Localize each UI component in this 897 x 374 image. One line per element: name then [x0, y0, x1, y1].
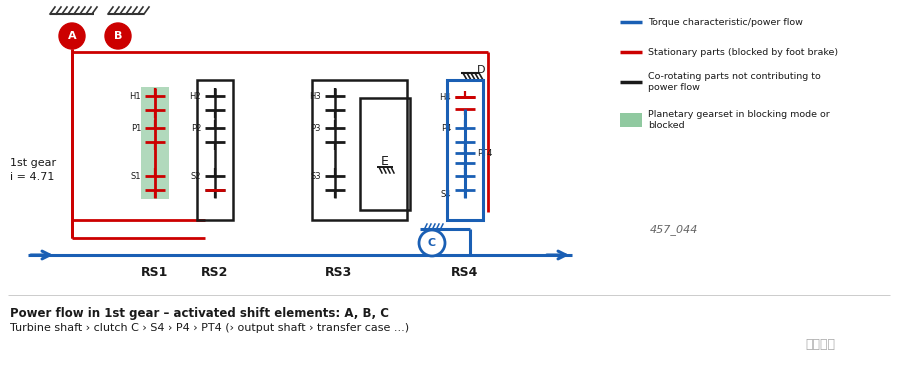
Text: PT4: PT4 — [477, 148, 492, 157]
Text: H1: H1 — [129, 92, 141, 101]
Text: RS3: RS3 — [325, 267, 352, 279]
Text: RS2: RS2 — [201, 267, 229, 279]
Text: 457_044: 457_044 — [650, 224, 699, 236]
Text: H2: H2 — [189, 92, 201, 101]
Text: P1: P1 — [131, 123, 141, 132]
Circle shape — [419, 230, 445, 256]
Text: S3: S3 — [310, 172, 321, 181]
Text: P2: P2 — [191, 123, 201, 132]
Text: Power flow in 1st gear – activated shift elements: A, B, C: Power flow in 1st gear – activated shift… — [10, 307, 389, 319]
Text: P3: P3 — [310, 123, 321, 132]
Bar — [360, 98, 410, 210]
Text: Torque characteristic/power flow: Torque characteristic/power flow — [648, 18, 803, 27]
Text: RS4: RS4 — [451, 267, 479, 279]
Text: D: D — [477, 65, 485, 75]
Text: S2: S2 — [190, 172, 201, 181]
Text: Stationary parts (blocked by foot brake): Stationary parts (blocked by foot brake) — [648, 47, 838, 56]
Bar — [620, 113, 642, 127]
Text: Co-rotating parts not contributing to
power flow: Co-rotating parts not contributing to po… — [648, 71, 821, 92]
Bar — [197, 80, 233, 220]
Circle shape — [105, 23, 131, 49]
Bar — [447, 80, 483, 220]
Text: E: E — [381, 155, 389, 168]
Text: P4: P4 — [440, 123, 451, 132]
Text: S4: S4 — [440, 190, 451, 199]
Text: H4: H4 — [440, 92, 451, 101]
Text: A: A — [67, 31, 76, 41]
Text: RS1: RS1 — [142, 267, 169, 279]
Bar — [312, 80, 407, 220]
Text: C: C — [428, 238, 436, 248]
Text: Turbine shaft › clutch C › S4 › P4 › PT4 (› output shaft › transfer case ...): Turbine shaft › clutch C › S4 › P4 › PT4… — [10, 323, 409, 333]
Text: Planetary gearset in blocking mode or
blocked: Planetary gearset in blocking mode or bl… — [648, 110, 830, 131]
Text: 1st gear
i = 4.71: 1st gear i = 4.71 — [10, 158, 57, 182]
Text: 辣笔小星: 辣笔小星 — [805, 338, 835, 352]
Circle shape — [59, 23, 85, 49]
Text: S1: S1 — [130, 172, 141, 181]
Text: B: B — [114, 31, 122, 41]
Text: H3: H3 — [309, 92, 321, 101]
Bar — [141, 87, 169, 199]
